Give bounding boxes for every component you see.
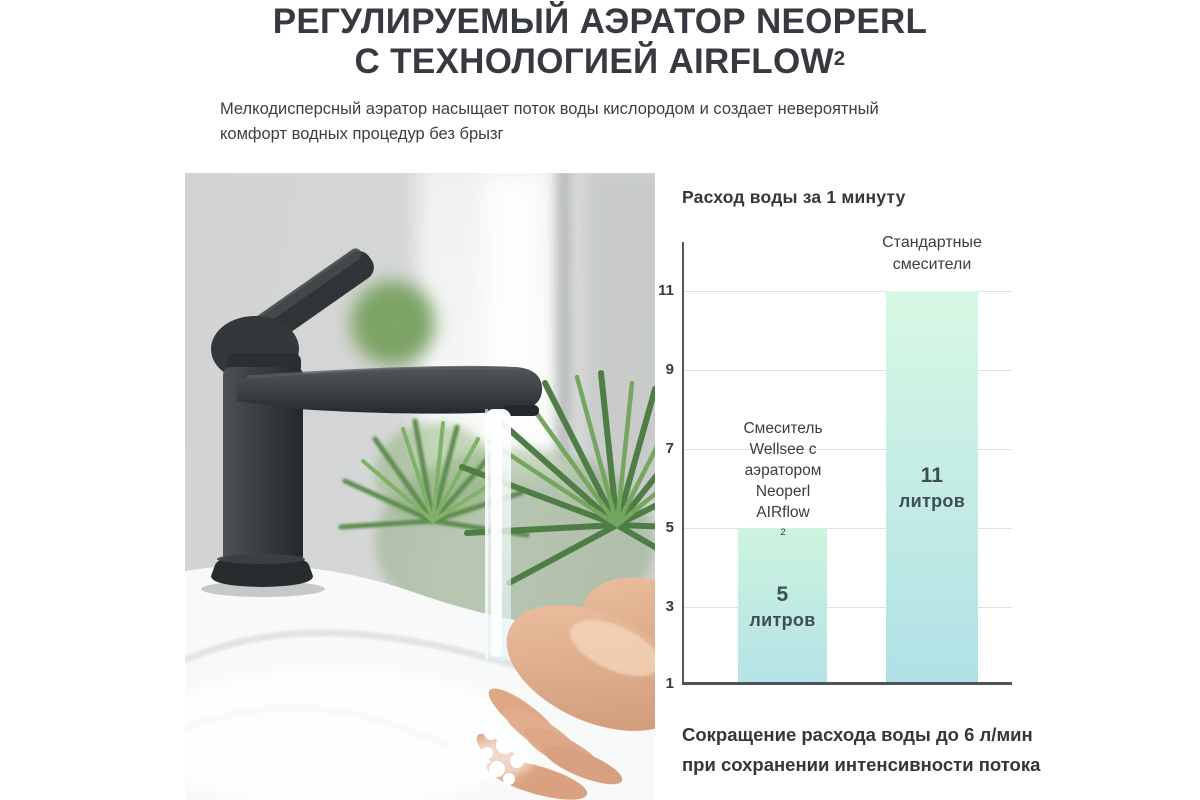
chart-caption: Сокращение расхода воды до 6 л/мин при с… xyxy=(682,720,1152,780)
palm-leaves-right-light xyxy=(484,374,655,528)
category-label-wellsee-line5: AIRflow 2 xyxy=(690,502,876,544)
finger xyxy=(543,745,623,785)
photo-plant-blur xyxy=(343,273,443,373)
y-tick-1: 1 xyxy=(665,675,674,692)
y-tick-7: 7 xyxy=(665,440,674,457)
category-label-wellsee-line1: Смеситель xyxy=(743,420,823,437)
photo-wall-edge xyxy=(557,173,571,457)
y-tick-11: 11 xyxy=(658,282,674,299)
faucet-body xyxy=(223,367,303,563)
faucet-flange-highlight xyxy=(217,554,305,564)
y-tick-3: 3 xyxy=(665,598,674,615)
bar-wellsee: 5 литров xyxy=(738,528,827,685)
y-tick-9: 9 xyxy=(665,361,674,378)
chart-title: Расход воды за 1 минуту xyxy=(682,187,906,207)
category-label-airflow: AIRflow xyxy=(756,504,810,521)
bar-wellsee-value: 5 xyxy=(776,582,789,606)
category-label-wellsee-line2: Wellsee с xyxy=(749,441,817,458)
category-label-wellsee-line3: аэратором xyxy=(744,462,822,479)
page-title-line2: С ТЕХНОЛОГИЕЙ AIRFLOW xyxy=(354,42,834,81)
faucet-spout xyxy=(237,366,543,414)
page-title-superscript: 2 xyxy=(833,48,846,70)
y-axis-line xyxy=(682,242,684,685)
category-label-wellsee: Смеситель Wellsee с аэратором Neoperl AI… xyxy=(690,418,876,544)
y-tick-5: 5 xyxy=(665,519,674,536)
category-label-airflow-superscript: 2 xyxy=(780,527,786,538)
page-title-line1: РЕГУЛИРУЕМЫЙ АЭРАТОР NEOPERL xyxy=(272,2,928,41)
chart-caption-line2: при сохранении интенсивности потока xyxy=(682,754,1041,775)
gridline-3 xyxy=(682,607,1012,608)
bar-standard: 11 литров xyxy=(886,291,978,685)
product-photo xyxy=(185,173,655,800)
hand-back xyxy=(506,605,655,731)
photo-scene xyxy=(185,248,655,800)
category-label-wellsee-line4: Neoperl xyxy=(755,483,811,500)
palm-leaves-right xyxy=(459,370,655,586)
x-axis-line xyxy=(682,682,1012,685)
chart-caption-line1: Сокращение расхода воды до 6 л/мин xyxy=(682,724,1033,745)
bar-chart: 11 9 7 5 3 1 5 литров 11 литров Смесител… xyxy=(658,234,1012,692)
bar-standard-unit: литров xyxy=(898,491,966,511)
category-label-standard: Стандартные смесители xyxy=(846,232,1018,276)
water-foam xyxy=(466,726,534,785)
faucet xyxy=(201,248,543,597)
page-subtitle-line2: комфорт водных процедур без брызг xyxy=(220,125,504,143)
gridline-7 xyxy=(682,449,1012,450)
faucet-aerator-tip xyxy=(503,405,539,416)
bar-standard-value: 11 xyxy=(920,464,944,487)
gridline-9 xyxy=(682,370,1012,371)
page-title: РЕГУЛИРУЕМЫЙ АЭРАТОР NEOPERL С ТЕХНОЛОГИ… xyxy=(0,2,1200,82)
gridline-11 xyxy=(682,291,1012,292)
faucet-spout-highlight xyxy=(246,365,520,379)
hand-highlight xyxy=(570,619,655,677)
category-label-standard-line2: смесители xyxy=(892,256,972,273)
page-subtitle: Мелкодисперсный аэратор насыщает поток в… xyxy=(220,97,879,147)
page-subtitle-line1: Мелкодисперсный аэратор насыщает поток в… xyxy=(220,100,879,118)
bar-wellsee-unit: литров xyxy=(749,609,816,630)
gridline-5 xyxy=(682,528,1012,529)
water-stream xyxy=(485,409,511,661)
category-label-standard-line1: Стандартные xyxy=(882,234,982,251)
